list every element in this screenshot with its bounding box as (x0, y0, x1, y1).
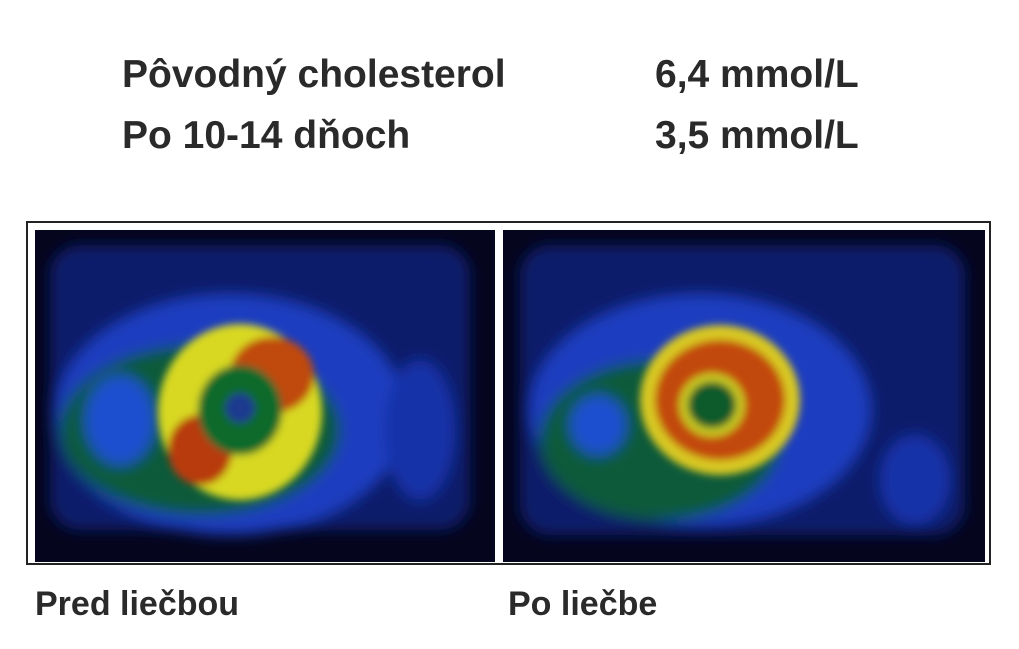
cholesterol-value: 3,5 mmol/L (655, 114, 859, 157)
cholesterol-label: Pôvodný cholesterol (122, 53, 506, 96)
cholesterol-label: Po 10-14 dňoch (122, 114, 411, 157)
scan-after (503, 230, 985, 562)
scan-caption: Po liečbe (508, 585, 658, 623)
scan-before (35, 230, 495, 562)
cholesterol-value: 6,4 mmol/L (655, 53, 859, 96)
scan-caption: Pred liečbou (35, 585, 240, 623)
